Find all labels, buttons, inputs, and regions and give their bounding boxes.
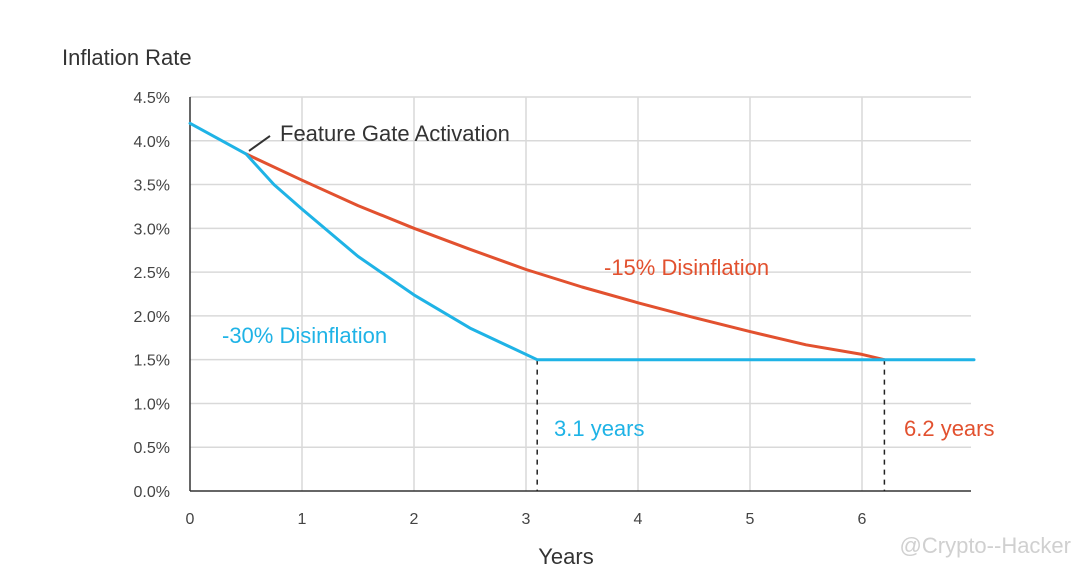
years-3-1-label: 3.1 years [554, 416, 645, 441]
chart-title: Inflation Rate [62, 45, 192, 70]
x-tick-label: 4 [634, 511, 643, 528]
labels: 0.0% 0.5% 1.0% 1.5% 2.0% 2.5% 3.0% 3.5% 4.0% 4.5%… [134, 90, 867, 528]
y-tick-label: 1.5% [134, 353, 170, 370]
y-tick-label: 3.5% [134, 178, 170, 195]
series-line-15-disinflation [244, 152, 886, 362]
years-6-2-label: 6.2 years [904, 416, 995, 441]
y-tick-label: 0.0% [134, 484, 170, 501]
watermark: @Crypto--Hacker [900, 533, 1071, 558]
y-tick-label: 4.0% [134, 134, 170, 151]
y-tick-label: 2.0% [134, 309, 170, 326]
feature-gate-annotation: Feature Gate Activation [280, 121, 510, 146]
y-tick-label: 2.5% [134, 265, 170, 282]
series [188, 121, 976, 362]
disinflation-15-label: -15% Disinflation [604, 255, 769, 280]
y-tick-label: 4.5% [134, 90, 170, 107]
y-tick-label: 0.5% [134, 440, 170, 457]
x-tick-label: 2 [410, 511, 419, 528]
feature-gate-leader-line [248, 135, 271, 152]
disinflation-30-label: -30% Disinflation [222, 323, 387, 348]
x-tick-label: 5 [746, 511, 755, 528]
series-line-30-disinflation [188, 121, 976, 362]
y-tick-label: 3.0% [134, 221, 170, 238]
x-tick-label: 1 [298, 511, 307, 528]
x-axis-title: Years [538, 544, 593, 569]
x-tick-label: 0 [186, 511, 195, 528]
x-tick-label: 3 [522, 511, 531, 528]
grid [190, 96, 971, 491]
x-tick-label: 6 [858, 511, 867, 528]
y-tick-label: 1.0% [134, 396, 170, 413]
axes [189, 97, 971, 492]
